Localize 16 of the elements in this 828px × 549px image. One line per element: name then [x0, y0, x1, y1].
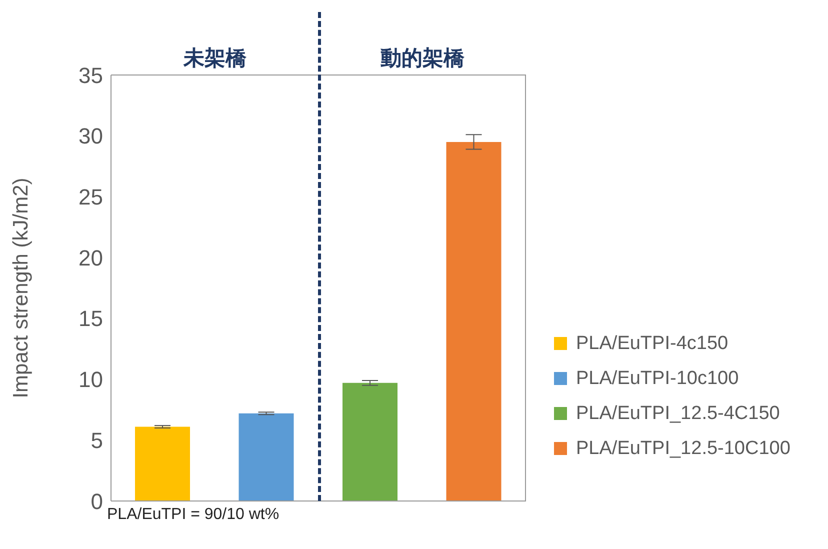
y-tick-label: 0 [90, 488, 103, 514]
y-axis-title: Impact strength (kJ/m2) [9, 178, 32, 398]
legend-label: PLA/EuTPI_12.5-4C150 [576, 402, 780, 426]
y-tick-label: 35 [78, 62, 103, 88]
y-tick-label: 20 [78, 245, 103, 270]
y-tick-label: 25 [78, 184, 103, 210]
legend-label: PLA/EuTPI-10c100 [576, 367, 739, 391]
text: PLA/EuTPI = 90/10 wt% [107, 506, 280, 524]
legend-label: PLA/EuTPI-4c150 [576, 332, 728, 356]
legend-label: PLA/EuTPI_12.5-10C100 [576, 437, 790, 461]
y-tick-label: 30 [78, 124, 103, 149]
text: 動的架橋 [380, 46, 464, 72]
y-tick-label: 10 [78, 367, 103, 392]
y-tick-label: 15 [78, 306, 103, 332]
y-tick-label: 5 [90, 428, 103, 453]
text: 未架橋 [183, 46, 246, 72]
